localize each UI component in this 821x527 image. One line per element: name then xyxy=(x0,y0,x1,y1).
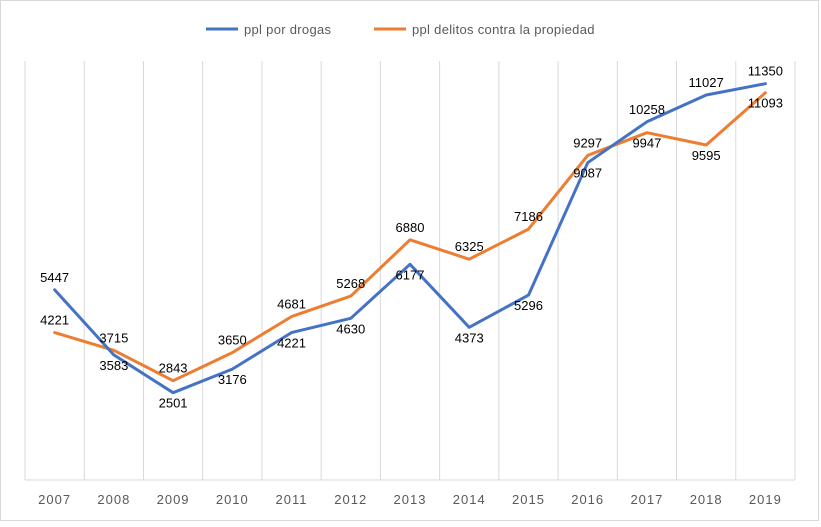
x-tick-label: 2011 xyxy=(276,492,308,507)
data-label: 2501 xyxy=(159,396,188,411)
x-tick-label: 2013 xyxy=(394,492,427,507)
data-label: 3583 xyxy=(99,358,128,373)
data-label: 10258 xyxy=(629,102,665,117)
x-tick-label: 2015 xyxy=(512,492,545,507)
data-label: 6177 xyxy=(396,267,425,282)
x-tick-label: 2016 xyxy=(571,492,604,507)
data-label: 9595 xyxy=(692,148,721,163)
x-tick-label: 2012 xyxy=(334,492,367,507)
data-label: 5268 xyxy=(336,276,365,291)
x-tick-label: 2018 xyxy=(690,492,723,507)
x-tick-label: 2019 xyxy=(749,492,782,507)
data-label: 5447 xyxy=(40,270,69,285)
legend-label-drogas: ppl por drogas xyxy=(244,22,332,37)
data-label: 4681 xyxy=(277,297,306,312)
data-label: 3715 xyxy=(99,330,128,345)
data-label: 4630 xyxy=(336,321,365,336)
x-tick-label: 2017 xyxy=(630,492,663,507)
data-label: 4221 xyxy=(40,313,69,328)
x-tick-label: 2009 xyxy=(157,492,190,507)
x-tick-label: 2007 xyxy=(38,492,71,507)
series-line xyxy=(53,91,767,383)
series-lines xyxy=(53,82,767,395)
data-label: 11093 xyxy=(748,96,783,111)
data-labels: 5447 3583 2501 3176 4221 4630 6177 4373 5296 9087… xyxy=(40,64,783,411)
data-label: 3650 xyxy=(218,333,247,348)
x-tick-labels: 2007 2008 2009 2010 2011 2012 2013 2014 2015 2016… xyxy=(38,492,782,507)
x-tick-label: 2014 xyxy=(453,492,486,507)
data-label: 9297 xyxy=(573,135,602,150)
series-line xyxy=(53,82,767,395)
legend: ppl por drogas ppl delitos contra la pro… xyxy=(206,22,595,37)
data-label: 6880 xyxy=(396,220,425,235)
data-label: 2843 xyxy=(159,361,188,376)
gridlines xyxy=(24,61,796,480)
data-label: 4221 xyxy=(277,336,306,351)
data-label: 9087 xyxy=(573,166,602,181)
data-label: 9947 xyxy=(632,136,661,151)
data-label: 11027 xyxy=(689,75,724,90)
x-tick-label: 2010 xyxy=(216,492,249,507)
legend-label-propiedad: ppl delitos contra la propiedad xyxy=(412,22,595,37)
data-label: 11350 xyxy=(748,64,783,79)
data-label: 3176 xyxy=(218,372,247,387)
data-label: 6325 xyxy=(455,239,484,254)
x-tick-label: 2008 xyxy=(97,492,130,507)
data-label: 5296 xyxy=(514,298,543,313)
data-label: 7186 xyxy=(514,209,543,224)
data-label: 4373 xyxy=(455,330,484,345)
